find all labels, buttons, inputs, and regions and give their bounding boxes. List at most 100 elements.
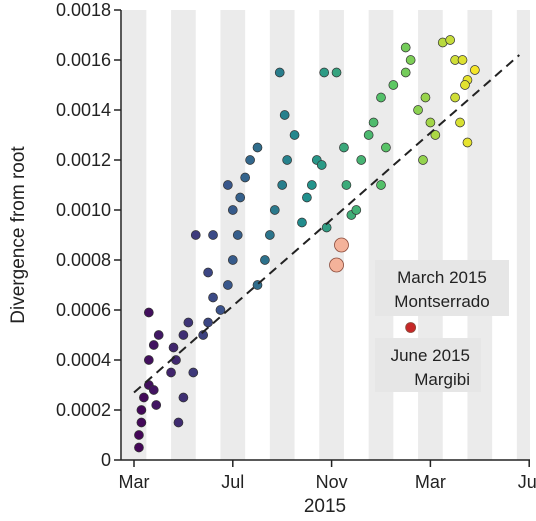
data-point bbox=[413, 105, 423, 115]
month-stripe bbox=[368, 10, 394, 460]
data-point bbox=[405, 55, 416, 65]
data-point bbox=[245, 155, 255, 165]
data-point bbox=[227, 255, 238, 265]
data-point bbox=[148, 340, 159, 350]
data-point bbox=[450, 92, 460, 103]
annotation-box bbox=[375, 338, 481, 392]
data-point bbox=[470, 65, 480, 75]
data-point bbox=[445, 35, 456, 45]
data-point bbox=[208, 230, 218, 240]
month-stripe bbox=[319, 10, 344, 460]
margibi-point bbox=[405, 322, 417, 333]
month-stripe bbox=[122, 10, 147, 460]
y-tick-label: 0.0006 bbox=[56, 300, 111, 320]
data-point bbox=[235, 192, 246, 203]
data-point bbox=[143, 355, 154, 365]
data-points bbox=[134, 35, 480, 453]
data-point bbox=[376, 92, 386, 103]
data-point bbox=[188, 367, 199, 378]
data-point bbox=[153, 330, 164, 340]
y-tick-label: 0 bbox=[101, 450, 111, 470]
data-point bbox=[462, 137, 473, 148]
data-point bbox=[136, 405, 147, 415]
data-point bbox=[134, 430, 144, 440]
data-point bbox=[279, 110, 290, 120]
data-point bbox=[331, 67, 342, 78]
data-point bbox=[418, 155, 428, 165]
annotation-label: March 2015 bbox=[397, 268, 487, 287]
y-tick-label: 0.0018 bbox=[56, 0, 111, 20]
data-point bbox=[455, 117, 465, 128]
data-point bbox=[351, 205, 362, 215]
data-point bbox=[134, 442, 144, 453]
data-point bbox=[252, 142, 263, 153]
x-tick-label: Nov bbox=[316, 472, 348, 492]
data-point bbox=[178, 330, 189, 340]
data-point bbox=[171, 355, 181, 365]
data-point bbox=[282, 155, 292, 165]
data-point bbox=[376, 180, 386, 190]
montserrado-point bbox=[329, 257, 344, 273]
data-point bbox=[173, 417, 184, 428]
data-point bbox=[425, 117, 436, 128]
annotation-label: June 2015 bbox=[391, 346, 470, 365]
y-tick-label: 0.0016 bbox=[56, 50, 111, 70]
y-tick-label: 0.0012 bbox=[56, 150, 111, 170]
data-point bbox=[183, 317, 194, 328]
annotations: March 2015 Montserrado June 2015 Margibi bbox=[375, 260, 509, 392]
data-point bbox=[260, 255, 270, 265]
annotation-box bbox=[375, 260, 509, 316]
data-point bbox=[368, 117, 379, 128]
data-point bbox=[168, 342, 179, 353]
data-point bbox=[136, 417, 147, 428]
data-point bbox=[460, 80, 470, 90]
y-tick-label: 0.0008 bbox=[56, 250, 111, 270]
data-point bbox=[215, 305, 226, 315]
data-point bbox=[457, 55, 468, 65]
y-axis-title: Divergence from root bbox=[8, 146, 29, 324]
data-point bbox=[302, 192, 312, 203]
data-point bbox=[269, 205, 280, 215]
data-point bbox=[166, 367, 176, 378]
data-point bbox=[203, 317, 213, 328]
data-point bbox=[341, 180, 352, 190]
data-point bbox=[198, 330, 209, 340]
x-axis-title: 2015 bbox=[304, 496, 346, 517]
y-tick-label: 0.0002 bbox=[56, 400, 111, 420]
y-tick-label: 0.0010 bbox=[56, 200, 111, 220]
x-tick-label: Mar bbox=[415, 472, 446, 492]
data-point bbox=[203, 267, 213, 278]
annotation-label: Montserrado bbox=[394, 292, 489, 311]
data-point bbox=[139, 392, 149, 403]
data-point bbox=[240, 172, 250, 183]
data-point bbox=[232, 230, 243, 240]
y-tick-label: 0.0014 bbox=[56, 100, 111, 120]
month-stripe bbox=[516, 10, 530, 460]
data-point bbox=[190, 230, 201, 240]
x-tick-label: Jul bbox=[518, 472, 536, 492]
data-point bbox=[388, 80, 399, 90]
y-tick-label: 0.0004 bbox=[56, 350, 111, 370]
data-point bbox=[289, 130, 300, 140]
montserrado-point bbox=[334, 237, 349, 253]
month-stripe bbox=[418, 10, 443, 460]
x-tick-label: Mar bbox=[119, 472, 150, 492]
data-point bbox=[143, 307, 154, 318]
data-point bbox=[400, 42, 411, 53]
data-point bbox=[265, 230, 275, 240]
y-axis-ticks: 0 0.0002 0.0004 0.0006 0.0008 0.0010 0.0012 0.0… bbox=[56, 0, 121, 470]
data-point bbox=[316, 160, 327, 170]
x-axis-ticks: MarJulNovMarJulNov bbox=[119, 460, 536, 492]
data-point bbox=[274, 67, 285, 78]
data-point bbox=[363, 130, 374, 140]
data-point bbox=[227, 205, 238, 215]
data-point bbox=[208, 292, 218, 303]
regression-line bbox=[133, 54, 520, 394]
data-point bbox=[178, 392, 189, 403]
x-tick-label: Jul bbox=[221, 472, 244, 492]
data-point bbox=[381, 142, 391, 153]
data-point bbox=[420, 92, 431, 103]
data-point bbox=[306, 180, 317, 190]
data-point bbox=[356, 155, 367, 165]
